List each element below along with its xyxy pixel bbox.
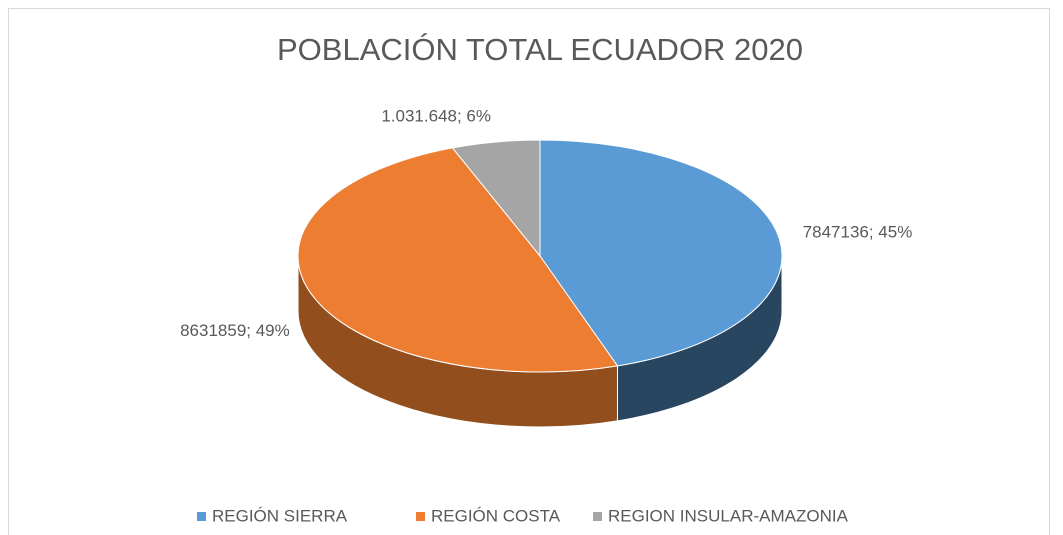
data-label: 7847136; 45%	[803, 223, 913, 242]
legend-swatch	[197, 512, 206, 521]
slice	[297, 147, 619, 373]
legend-swatch	[593, 512, 602, 521]
legend-label: REGIÓN SIERRA	[212, 506, 348, 525]
chart-title: POBLACIÓN TOTAL ECUADOR 2020	[277, 32, 803, 67]
legend-swatch	[416, 512, 425, 521]
data-label: 1.031.648; 6%	[381, 106, 491, 125]
data-label: 8631859; 49%	[180, 321, 290, 340]
legend-label: REGIÓN COSTA	[431, 506, 561, 525]
slice	[539, 139, 783, 367]
legend-label: REGION INSULAR-AMAZONIA	[608, 506, 849, 525]
slice	[451, 139, 541, 258]
